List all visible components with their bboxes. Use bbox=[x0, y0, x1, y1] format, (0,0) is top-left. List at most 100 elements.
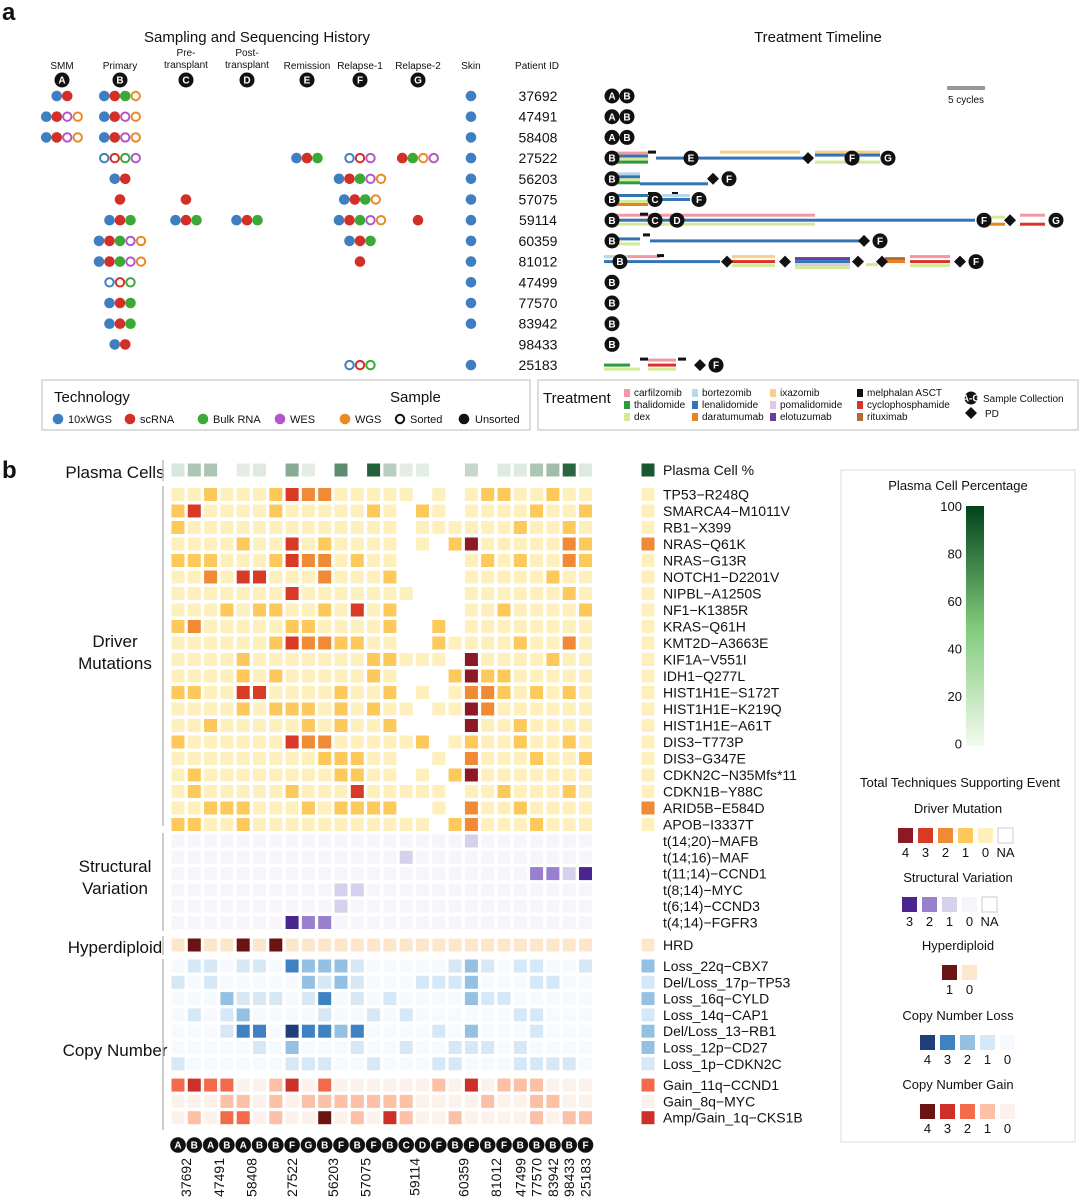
copy-number-loss-cell bbox=[236, 1024, 250, 1038]
plasma-cell bbox=[513, 463, 527, 477]
treatment-swatch bbox=[770, 413, 776, 421]
driver-mutation-cell bbox=[236, 669, 250, 683]
cng-legend-swatch bbox=[980, 1104, 995, 1119]
driver-mutation-cell bbox=[350, 488, 364, 501]
copy-number-loss-cell bbox=[513, 975, 527, 989]
structural-variation-cell bbox=[416, 834, 429, 848]
driver-mutation-cell bbox=[432, 653, 446, 666]
driver-mutation-cell bbox=[448, 537, 462, 551]
copy-number-loss-cell bbox=[497, 1008, 511, 1022]
column-sample-badge bbox=[382, 1137, 398, 1153]
copy-number-loss-cell bbox=[171, 975, 185, 989]
plasma-cell bbox=[187, 463, 201, 477]
driver-mutation-cell bbox=[513, 603, 527, 617]
driver-mutation-cell bbox=[171, 768, 185, 782]
timeline-sample-badge-letter: F bbox=[696, 195, 702, 206]
hyperdiploid-cell bbox=[448, 938, 462, 952]
driver-mutation-cell bbox=[204, 488, 218, 501]
driver-mutation-cell bbox=[579, 702, 592, 716]
stage-badge bbox=[112, 72, 128, 88]
scale-bar bbox=[947, 86, 985, 90]
copy-number-loss-cell bbox=[367, 975, 381, 989]
driver-mutation-cell bbox=[220, 636, 234, 650]
timeline-sample-badge bbox=[604, 192, 620, 207]
column-sample-badge-letter: B bbox=[517, 1141, 524, 1152]
driver-mutation-cell bbox=[497, 818, 511, 831]
sample-dot bbox=[62, 111, 73, 122]
driver-mutation-cell bbox=[432, 488, 446, 501]
driver-mutation-cell bbox=[513, 785, 527, 798]
copy-number-loss-cell bbox=[448, 1041, 462, 1054]
driver-mutation-cell bbox=[171, 504, 185, 518]
driver-mutation-cell bbox=[285, 653, 299, 666]
driver-mutation-cell bbox=[187, 488, 201, 501]
treatment-bar bbox=[795, 257, 850, 261]
row-label: HIST1H1E−S172T bbox=[663, 685, 780, 701]
copy-number-gain-cell bbox=[464, 1094, 478, 1108]
treatment-legend-title: Treatment bbox=[543, 390, 612, 407]
sample-dot bbox=[51, 90, 63, 102]
timeline-sample-badge-letter: B bbox=[616, 257, 623, 268]
skin-sample-dot bbox=[465, 90, 477, 102]
copy-number-loss-cell bbox=[432, 959, 446, 973]
sample-dot bbox=[125, 277, 136, 288]
copy-number-loss-cell bbox=[269, 1041, 283, 1054]
copy-number-loss-cell bbox=[448, 1057, 462, 1071]
stage-label: SMM bbox=[50, 61, 73, 72]
technology-swatch bbox=[124, 413, 136, 425]
structural-variation-cell bbox=[448, 916, 462, 929]
structural-variation-cell bbox=[383, 883, 397, 897]
cng-legend-label: 2 bbox=[964, 1121, 971, 1136]
copy-number-loss-cell bbox=[204, 975, 218, 989]
sampling-history-title: Sampling and Sequencing History bbox=[144, 29, 370, 46]
structural-variation-cell bbox=[497, 850, 511, 864]
copy-number-loss-cell bbox=[350, 1041, 364, 1054]
row-label: Gain_8q−MYC bbox=[663, 1093, 755, 1109]
driver-mutation-cell bbox=[641, 719, 655, 732]
cng-legend-label: 3 bbox=[944, 1121, 951, 1136]
copy-number-loss-cell bbox=[285, 1008, 299, 1022]
treatment-label: lenalidomide bbox=[702, 400, 759, 411]
structural-variation-cell bbox=[204, 899, 218, 913]
driver-mutation-cell bbox=[350, 752, 364, 765]
sample-dot bbox=[407, 152, 419, 164]
driver-mutation-cell bbox=[464, 702, 478, 716]
copy-number-loss-cell bbox=[253, 1008, 266, 1022]
hyperdiploid-cell bbox=[497, 938, 511, 952]
timeline-sample-badge bbox=[683, 150, 699, 166]
timeline-sample-badge-letter: F bbox=[973, 257, 979, 268]
treatment-bar bbox=[1020, 222, 1045, 226]
driver-mutation-cell bbox=[350, 537, 364, 551]
sample-dot bbox=[109, 111, 121, 122]
treatment-bar bbox=[720, 150, 800, 154]
structural-variation-cell bbox=[546, 916, 560, 929]
driver-mutation-cell bbox=[530, 768, 544, 782]
structural-variation-cell bbox=[236, 916, 250, 929]
cnl-legend-swatch bbox=[1000, 1035, 1015, 1050]
copy-number-loss-cell bbox=[350, 1008, 364, 1022]
sample-dot bbox=[109, 173, 121, 185]
structural-variation-cell bbox=[301, 883, 315, 897]
structural-variation-cell bbox=[513, 899, 527, 913]
driver-mutation-cell bbox=[497, 537, 511, 551]
driver-mutation-cell bbox=[253, 719, 266, 732]
copy-number-gain-cell bbox=[448, 1078, 462, 1092]
structural-variation-cell bbox=[464, 850, 478, 864]
driver-mutation-cell bbox=[171, 653, 185, 666]
driver-mutation-cell bbox=[285, 719, 299, 732]
driver-mutation-cell bbox=[416, 653, 429, 666]
copy-number-loss-cell bbox=[236, 975, 250, 989]
copy-number-loss-cell bbox=[641, 1008, 655, 1022]
driver-mutation-cell bbox=[513, 521, 527, 534]
driver-mutation-cell bbox=[285, 669, 299, 683]
structural-variation-cell bbox=[301, 899, 315, 913]
timeline-sample-badge bbox=[604, 150, 620, 166]
copy-number-loss-cell bbox=[350, 975, 364, 989]
copy-number-loss-cell bbox=[318, 992, 332, 1006]
driver-mutation-cell bbox=[334, 686, 348, 699]
stage-badge bbox=[299, 72, 315, 88]
sample-dot bbox=[61, 90, 73, 102]
copy-number-loss-cell bbox=[562, 1057, 576, 1071]
driver-mutation-cell bbox=[546, 735, 560, 749]
sv-legend-label: NA bbox=[980, 914, 998, 929]
